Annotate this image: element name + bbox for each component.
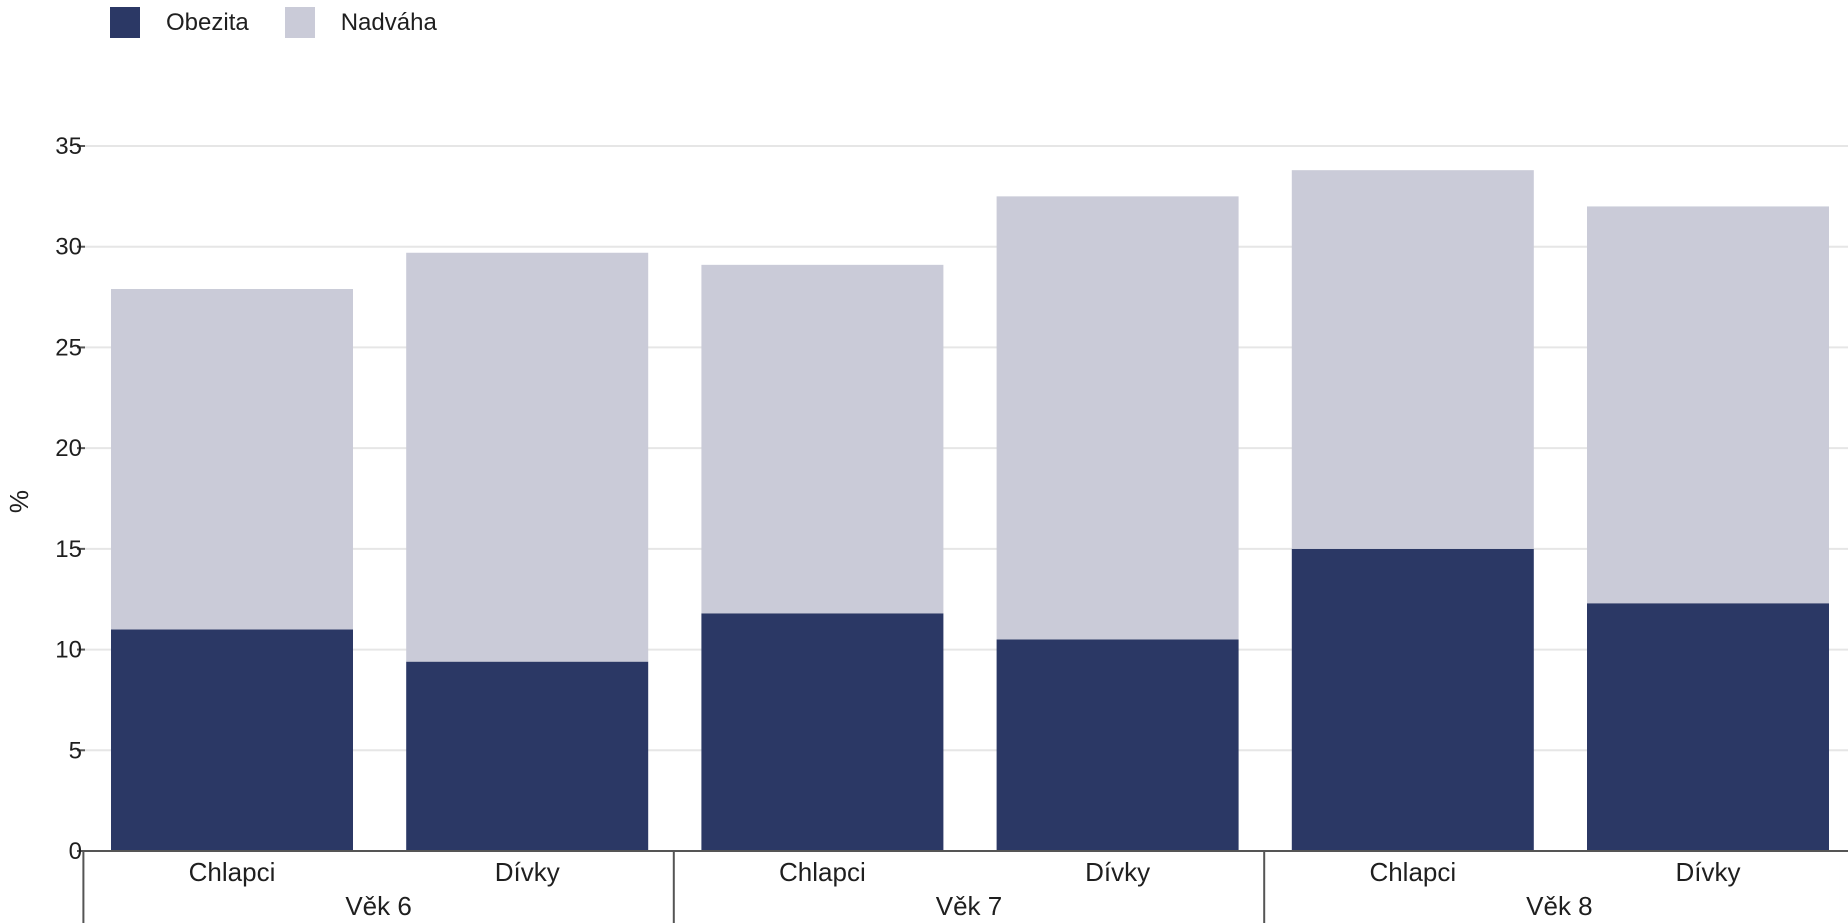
- x-category-label: Chlapci: [1369, 857, 1456, 887]
- bar-nadv-ha[interactable]: [1291, 170, 1534, 549]
- legend-label-obezita: Obezita: [166, 8, 249, 36]
- y-tick-label: 0: [69, 838, 82, 865]
- x-category-label: Dívky: [1676, 857, 1741, 887]
- legend: Obezita Nadváha: [110, 7, 473, 38]
- bar-obezita[interactable]: [1291, 548, 1534, 851]
- legend-swatch-obezita: [110, 7, 140, 38]
- x-group-label: Věk 6: [345, 891, 412, 921]
- bar-obezita[interactable]: [406, 661, 649, 851]
- legend-label-nadvaha: Nadváha: [340, 8, 437, 36]
- bars: [111, 170, 1829, 851]
- x-group-label: Věk 8: [1526, 891, 1593, 921]
- labels: 0 5 10 15 20 25 30 35% Chlapci Dívky Chlapci Dívky C…: [4, 133, 1741, 921]
- x-category-label: Chlapci: [779, 857, 866, 887]
- y-tick-label: 35: [55, 133, 82, 160]
- bar-nadv-ha[interactable]: [1587, 206, 1829, 604]
- bar-nadv-ha[interactable]: [406, 252, 649, 662]
- y-tick-label: 15: [55, 536, 82, 563]
- x-category-label: Dívky: [495, 857, 560, 887]
- legend-swatch-nadvaha: [284, 7, 315, 38]
- y-tick-label: 5: [69, 737, 82, 764]
- x-group-label: Věk 7: [936, 891, 1003, 921]
- bar-obezita[interactable]: [701, 613, 944, 851]
- axes: [77, 145, 1848, 923]
- bar-nadv-ha[interactable]: [111, 289, 353, 630]
- y-tick-label: 25: [55, 334, 82, 361]
- y-tick-label: 20: [55, 435, 82, 462]
- gridlines: [85, 145, 1848, 752]
- y-axis-label: %: [4, 490, 34, 513]
- y-tick-label: 10: [55, 637, 82, 664]
- bar-obezita[interactable]: [1587, 603, 1829, 851]
- bar-obezita[interactable]: [996, 639, 1239, 852]
- x-category-label: Chlapci: [189, 857, 276, 887]
- legend-item-nadvaha[interactable]: Nadváha: [284, 7, 437, 38]
- legend-item-obezita[interactable]: Obezita: [110, 7, 249, 38]
- bar-obezita[interactable]: [111, 629, 353, 851]
- bar-nadv-ha[interactable]: [996, 196, 1239, 640]
- x-category-label: Dívky: [1085, 857, 1150, 887]
- bar-nadv-ha[interactable]: [701, 264, 944, 614]
- y-tick-label: 30: [55, 234, 82, 261]
